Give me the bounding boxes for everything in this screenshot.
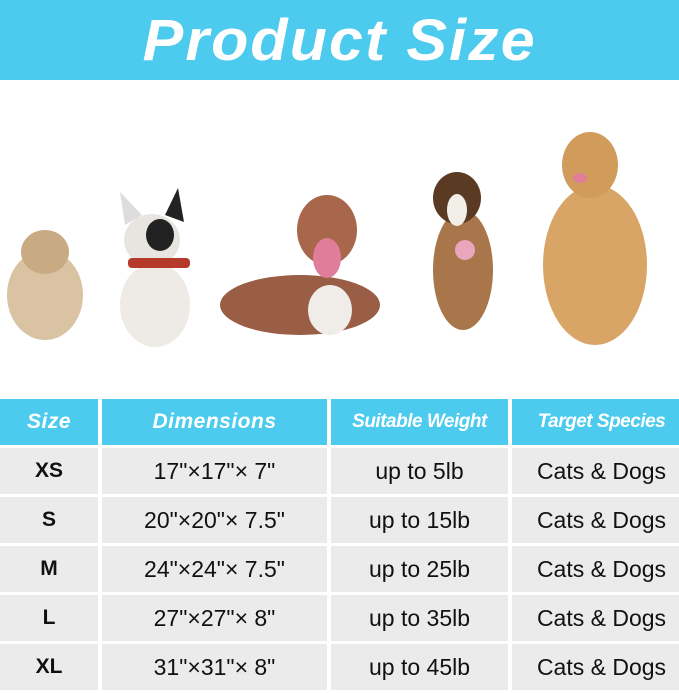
species-cell: Cats & Dogs (512, 546, 679, 592)
size-table: Size Dimensions Suitable Weight Target S… (0, 396, 679, 693)
title-banner: Product Size (0, 0, 679, 80)
size-cell: S (0, 497, 98, 543)
size-cell: XL (0, 644, 98, 690)
weight-cell: up to 35lb (331, 595, 508, 641)
header-size: Size (0, 399, 98, 445)
species-cell: Cats & Dogs (512, 497, 679, 543)
species-cell: Cats & Dogs (512, 595, 679, 641)
header-dimensions: Dimensions (102, 399, 327, 445)
pitbull-dog (220, 195, 380, 335)
table-row: S 20"×20"× 7.5" up to 15lb Cats & Dogs (0, 497, 679, 543)
weight-cell: up to 45lb (331, 644, 508, 690)
dimensions-cell: 27"×27"× 8" (102, 595, 327, 641)
species-cell: Cats & Dogs (512, 448, 679, 494)
dimensions-cell: 17"×17"× 7" (102, 448, 327, 494)
size-cell: XS (0, 448, 98, 494)
size-cell: M (0, 546, 98, 592)
weight-cell: up to 15lb (331, 497, 508, 543)
species-cell: Cats & Dogs (512, 644, 679, 690)
header-suitable-weight: Suitable Weight (331, 399, 508, 445)
dogs-illustration (7, 132, 647, 347)
dimensions-cell: 31"×31"× 8" (102, 644, 327, 690)
french-bulldog (120, 188, 190, 347)
weight-cell: up to 5lb (331, 448, 508, 494)
page-title: Product Size (142, 7, 537, 73)
size-cell: L (0, 595, 98, 641)
table-header-row: Size Dimensions Suitable Weight Target S… (0, 399, 679, 445)
header-target-species: Target Species (512, 399, 679, 445)
dimensions-cell: 24"×24"× 7.5" (102, 546, 327, 592)
havanese-dog (7, 230, 83, 340)
table-row: L 27"×27"× 8" up to 35lb Cats & Dogs (0, 595, 679, 641)
weight-cell: up to 25lb (331, 546, 508, 592)
dimensions-cell: 20"×20"× 7.5" (102, 497, 327, 543)
table-row: M 24"×24"× 7.5" up to 25lb Cats & Dogs (0, 546, 679, 592)
table-row: XL 31"×31"× 8" up to 45lb Cats & Dogs (0, 644, 679, 690)
table-row: XS 17"×17"× 7" up to 5lb Cats & Dogs (0, 448, 679, 494)
australian-shepherd-dog (433, 172, 493, 330)
golden-retriever-dog (543, 132, 647, 345)
